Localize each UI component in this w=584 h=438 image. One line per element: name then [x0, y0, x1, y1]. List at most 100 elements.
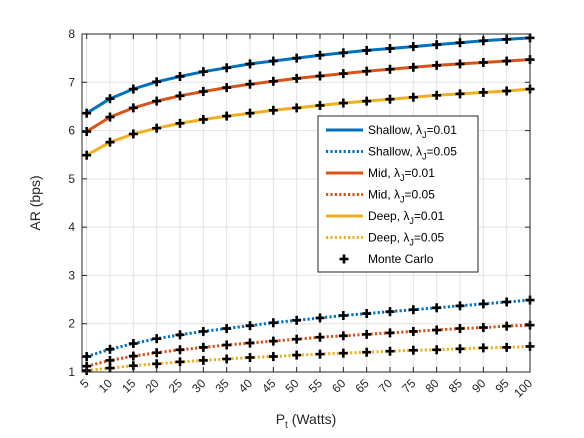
monte-carlo-point	[338, 331, 348, 341]
y-axis-label: AR (bps)	[27, 175, 43, 230]
monte-carlo-point	[105, 94, 115, 104]
monte-carlo-point	[478, 87, 488, 97]
monte-carlo-point	[222, 340, 232, 350]
legend-label-sub: J	[400, 195, 405, 205]
monte-carlo-point	[128, 103, 138, 113]
monte-carlo-point	[152, 334, 162, 344]
x-axis-label: Pt (Watts)	[276, 411, 337, 431]
monte-carlo-point	[408, 92, 418, 102]
monte-carlo-point	[292, 334, 302, 344]
legend-label-sub: J	[422, 130, 427, 140]
monte-carlo-point	[198, 114, 208, 124]
monte-carlo-point	[362, 329, 372, 339]
legend-label-2: Shallow, λJ=0.05	[368, 145, 457, 162]
monte-carlo-point	[222, 111, 232, 121]
legend-label-4: Mid, λJ=0.05	[368, 188, 435, 205]
monte-carlo-point	[362, 45, 372, 55]
monte-carlo-point	[315, 332, 325, 342]
monte-carlo-point	[152, 359, 162, 369]
monte-carlo-point	[245, 79, 255, 89]
monte-carlo-point	[362, 347, 372, 357]
monte-carlo-point	[198, 342, 208, 352]
monte-carlo-point	[502, 297, 512, 307]
monte-carlo-point	[268, 336, 278, 346]
monte-carlo-point	[105, 112, 115, 122]
legend-label-rest: =0.05	[405, 188, 436, 202]
monte-carlo-point	[408, 42, 418, 52]
monte-carlo-point	[268, 105, 278, 115]
monte-carlo-point	[175, 357, 185, 367]
monte-carlo-point	[152, 96, 162, 106]
monte-carlo-point	[222, 324, 232, 334]
monte-carlo-point	[292, 103, 302, 113]
monte-carlo-point	[432, 60, 442, 70]
x-axis-label-main: P	[276, 411, 285, 427]
monte-carlo-point	[152, 348, 162, 358]
monte-carlo-point	[432, 303, 442, 313]
monte-carlo-point	[292, 350, 302, 360]
monte-carlo-point	[338, 69, 348, 79]
monte-carlo-point	[292, 53, 302, 63]
monte-carlo-point	[385, 64, 395, 74]
monte-carlo-point	[245, 338, 255, 348]
monte-carlo-point	[245, 321, 255, 331]
monte-carlo-point	[105, 137, 115, 147]
monte-carlo-point	[175, 345, 185, 355]
monte-carlo-point	[455, 344, 465, 354]
x-axis-label-rest: (Watts)	[288, 411, 336, 427]
monte-carlo-point	[478, 299, 488, 309]
legend-label-main: Shallow, λ	[368, 123, 422, 137]
monte-carlo-point	[82, 150, 92, 160]
monte-carlo-point	[362, 309, 372, 319]
legend-label-rest: =0.01	[414, 209, 445, 223]
monte-carlo-point	[385, 346, 395, 356]
monte-carlo-point	[478, 323, 488, 333]
legend-label-main: Mid, λ	[368, 166, 400, 180]
monte-carlo-point	[198, 326, 208, 336]
monte-carlo-point	[175, 91, 185, 101]
monte-carlo-point	[128, 339, 138, 349]
monte-carlo-point	[455, 301, 465, 311]
y-tick-label: 6	[68, 124, 75, 138]
monte-carlo-point	[338, 311, 348, 321]
legend-label-sub: J	[409, 216, 414, 226]
monte-carlo-point	[315, 50, 325, 60]
legend-label-main: Deep, λ	[368, 231, 409, 245]
monte-carlo-point	[315, 100, 325, 110]
monte-carlo-point	[222, 63, 232, 73]
monte-carlo-point	[478, 343, 488, 353]
monte-carlo-point	[385, 43, 395, 53]
monte-carlo-point	[315, 313, 325, 323]
monte-carlo-point	[502, 56, 512, 66]
monte-carlo-point	[268, 352, 278, 362]
monte-carlo-point	[455, 38, 465, 48]
monte-carlo-point	[82, 352, 92, 362]
monte-carlo-point	[502, 342, 512, 352]
monte-carlo-point	[362, 96, 372, 106]
monte-carlo-point	[268, 318, 278, 328]
y-tick-label: 8	[68, 27, 75, 41]
legend-label-rest: =0.05	[414, 231, 445, 245]
legend-label-monte-carlo: Monte Carlo	[368, 252, 434, 266]
monte-carlo-point	[502, 86, 512, 96]
legend-label-1: Shallow, λJ=0.01	[368, 123, 457, 140]
y-tick-label: 3	[68, 268, 75, 282]
monte-carlo-point	[432, 325, 442, 335]
monte-carlo-point	[455, 89, 465, 99]
legend-label-sub: J	[422, 152, 427, 162]
monte-carlo-point	[338, 348, 348, 358]
monte-carlo-point	[338, 98, 348, 108]
monte-carlo-point	[478, 57, 488, 67]
monte-carlo-point	[128, 351, 138, 361]
monte-carlo-point	[268, 76, 278, 86]
monte-carlo-point	[408, 62, 418, 72]
y-tick-label: 2	[68, 317, 75, 331]
legend-label-main: Deep, λ	[368, 209, 409, 223]
x-axis-label-sub: t	[285, 420, 288, 431]
legend-label-rest: =0.01	[427, 123, 458, 137]
monte-carlo-point	[315, 71, 325, 81]
legend-label-3: Mid, λJ=0.01	[368, 166, 435, 183]
monte-carlo-point	[408, 305, 418, 315]
monte-carlo-point	[175, 71, 185, 81]
